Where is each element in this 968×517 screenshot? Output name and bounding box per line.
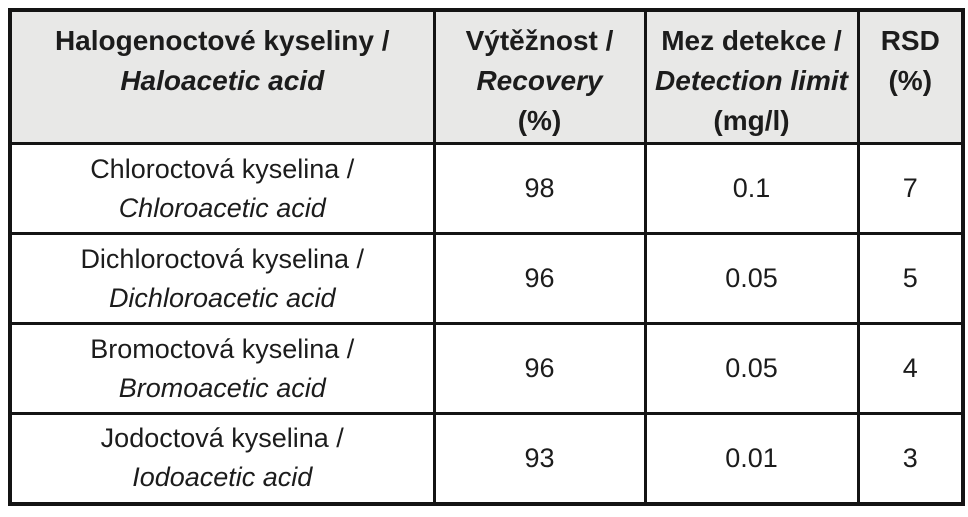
header-cell-recovery: Výtěžnost / Recovery (%) xyxy=(432,8,647,145)
cell-rsd-value: 3 xyxy=(856,412,965,505)
header-row: Halogenoctové kyseliny / Haloacetic acid… xyxy=(8,8,965,145)
table-row-bromoacetic: Bromoctová kyselina / Bromoacetic acid 9… xyxy=(8,322,965,415)
header-cell-analyte: Halogenoctové kyseliny / Haloacetic acid xyxy=(8,8,436,145)
header-cell-rsd: RSD (%) xyxy=(856,8,965,145)
table-row-chloroacetic: Chloroctová kyselina / Chloroacetic acid… xyxy=(8,142,965,235)
cell-recovery-value: 98 xyxy=(432,142,647,235)
cell-detection-limit-value: 0.05 xyxy=(643,322,860,415)
header-analyte-en: Haloacetic acid xyxy=(120,65,325,96)
header-detection-limit-en: Detection limit xyxy=(655,65,848,96)
header-recovery-unit: (%) xyxy=(517,105,562,136)
cell-detection-limit-value: 0.05 xyxy=(643,232,860,325)
analyte-name-en: Bromoacetic acid xyxy=(118,372,326,403)
header-analyte-cs: Halogenoctové kyseliny / xyxy=(54,25,390,56)
analyte-name-cs: Chloroctová kyselina / xyxy=(90,153,355,184)
table-row-dichloroacetic: Dichloroctová kyselina / Dichloroacetic … xyxy=(8,232,965,325)
haloacetic-acids-table: Halogenoctové kyseliny / Haloacetic acid… xyxy=(8,8,965,506)
haloacetic-acids-table-container: Halogenoctové kyseliny / Haloacetic acid… xyxy=(8,8,965,506)
cell-analyte-name: Jodoctová kyselina / Iodoacetic acid xyxy=(8,412,436,505)
cell-detection-limit-value: 0.01 xyxy=(643,412,860,505)
header-rsd-unit: (%) xyxy=(888,65,933,96)
cell-analyte-name: Chloroctová kyselina / Chloroacetic acid xyxy=(8,142,436,235)
analyte-name-en: Chloroacetic acid xyxy=(118,192,326,223)
cell-recovery-value: 93 xyxy=(432,412,647,505)
header-cell-detection-limit: Mez detekce / Detection limit (mg/l) xyxy=(643,8,860,145)
header-detection-limit-unit: (mg/l) xyxy=(713,105,790,136)
cell-analyte-name: Dichloroctová kyselina / Dichloroacetic … xyxy=(8,232,436,325)
cell-analyte-name: Bromoctová kyselina / Bromoacetic acid xyxy=(8,322,436,415)
table-row-iodoacetic: Jodoctová kyselina / Iodoacetic acid 93 … xyxy=(8,412,965,505)
header-detection-limit-cs: Mez detekce / xyxy=(661,25,842,56)
header-recovery-en: Recovery xyxy=(476,65,603,96)
cell-recovery-value: 96 xyxy=(432,232,647,325)
cell-rsd-value: 5 xyxy=(856,232,965,325)
header-recovery-cs: Výtěžnost / xyxy=(465,25,614,56)
cell-detection-limit-value: 0.1 xyxy=(643,142,860,235)
cell-rsd-value: 7 xyxy=(856,142,965,235)
header-rsd-label: RSD xyxy=(880,25,940,56)
cell-recovery-value: 96 xyxy=(432,322,647,415)
analyte-name-cs: Bromoctová kyselina / xyxy=(90,333,355,364)
cell-rsd-value: 4 xyxy=(856,322,965,415)
analyte-name-cs: Jodoctová kyselina / xyxy=(100,423,344,454)
analyte-name-en: Iodoacetic acid xyxy=(132,462,313,493)
analyte-name-en: Dichloroacetic acid xyxy=(108,282,336,313)
analyte-name-cs: Dichloroctová kyselina / xyxy=(80,243,365,274)
